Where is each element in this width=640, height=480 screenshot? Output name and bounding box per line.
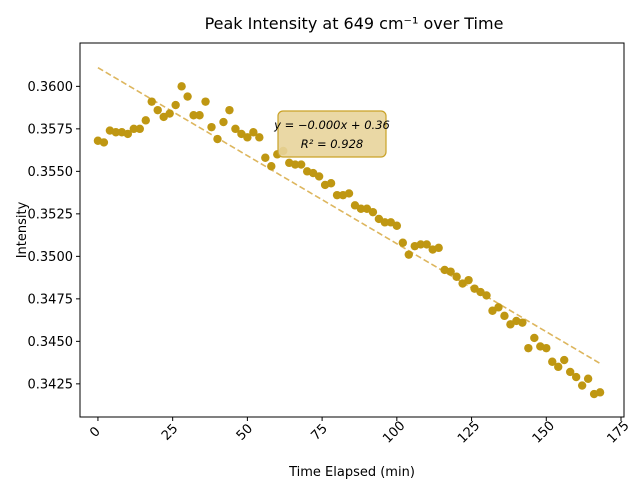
data-point (542, 343, 551, 353)
data-point (249, 128, 258, 137)
y-tick-label: 0.3425 (28, 377, 74, 392)
data-point (434, 243, 443, 253)
y-tick-label: 0.3575 (28, 122, 74, 137)
annotation-box (277, 110, 387, 158)
data-point (398, 238, 408, 247)
data-point (195, 111, 204, 120)
data-point (344, 189, 354, 198)
data-point (225, 105, 234, 115)
plot-frame (79, 42, 625, 418)
data-point (392, 221, 402, 230)
data-point (231, 124, 240, 134)
data-point (548, 357, 557, 366)
chart-title: Peak Intensity at 649 cm⁻¹ over Time (205, 14, 504, 33)
data-point (500, 311, 509, 321)
data-point (565, 367, 575, 377)
y-tick-label: 0.3550 (28, 165, 74, 180)
annotation-equation: y = −0.000x + 0.36 (273, 118, 390, 132)
data-point (213, 134, 222, 144)
data-point (571, 372, 581, 382)
trendline (97, 66, 601, 365)
data-point (243, 133, 252, 142)
data-point (326, 179, 336, 188)
data-point (177, 82, 186, 91)
data-point (524, 343, 533, 353)
data-point (518, 318, 527, 327)
y-tick-label: 0.3600 (28, 80, 74, 95)
data-point (255, 133, 264, 142)
data-point (404, 250, 413, 259)
data-point (129, 124, 139, 134)
data-point (111, 128, 121, 137)
data-point (291, 160, 300, 169)
data-point (422, 240, 431, 249)
data-point (583, 374, 593, 383)
data-point (189, 111, 198, 120)
y-axis-title: Intensity (15, 201, 30, 258)
data-point (183, 92, 192, 101)
data-point (530, 333, 539, 343)
data-point (123, 129, 133, 139)
x-axis-title: Time Elapsed (min) (288, 465, 415, 480)
data-point (595, 388, 605, 397)
y-tick-label: 0.3475 (28, 292, 74, 307)
data-point (464, 275, 473, 285)
data-point (380, 218, 390, 227)
data-point (314, 172, 324, 181)
data-point (560, 355, 569, 365)
data-point (332, 190, 342, 200)
data-point (261, 153, 270, 162)
data-point (153, 105, 162, 115)
data-point (356, 204, 366, 213)
data-point (296, 160, 306, 169)
data-point (452, 272, 461, 281)
data-point (141, 116, 150, 125)
data-point (446, 267, 455, 276)
annotation-r-squared: R² = 0.928 (301, 137, 363, 151)
data-point (219, 117, 228, 127)
data-point (165, 109, 174, 118)
data-point (368, 207, 378, 217)
data-point (416, 240, 425, 249)
trendline-layer (97, 66, 601, 365)
y-tick-label: 0.3525 (28, 207, 74, 222)
data-point (207, 122, 216, 132)
data-point (135, 124, 144, 134)
y-tick-label: 0.3450 (28, 335, 74, 350)
y-tick-label: 0.3500 (28, 250, 74, 265)
data-point (494, 303, 503, 312)
data-point (267, 162, 276, 171)
data-point (171, 100, 180, 110)
y-ticks: 0.3425 0.3450 0.3475 0.3500 0.3525 0.3550 0.35… (28, 80, 80, 392)
data-point (147, 97, 156, 106)
data-point (577, 381, 587, 390)
data-point (554, 362, 563, 372)
points-layer (93, 82, 605, 399)
regression-annotation: y = −0.000x + 0.36 R² = 0.928 (273, 110, 390, 158)
data-point (99, 138, 109, 147)
data-point (482, 291, 491, 300)
data-point (201, 97, 210, 106)
